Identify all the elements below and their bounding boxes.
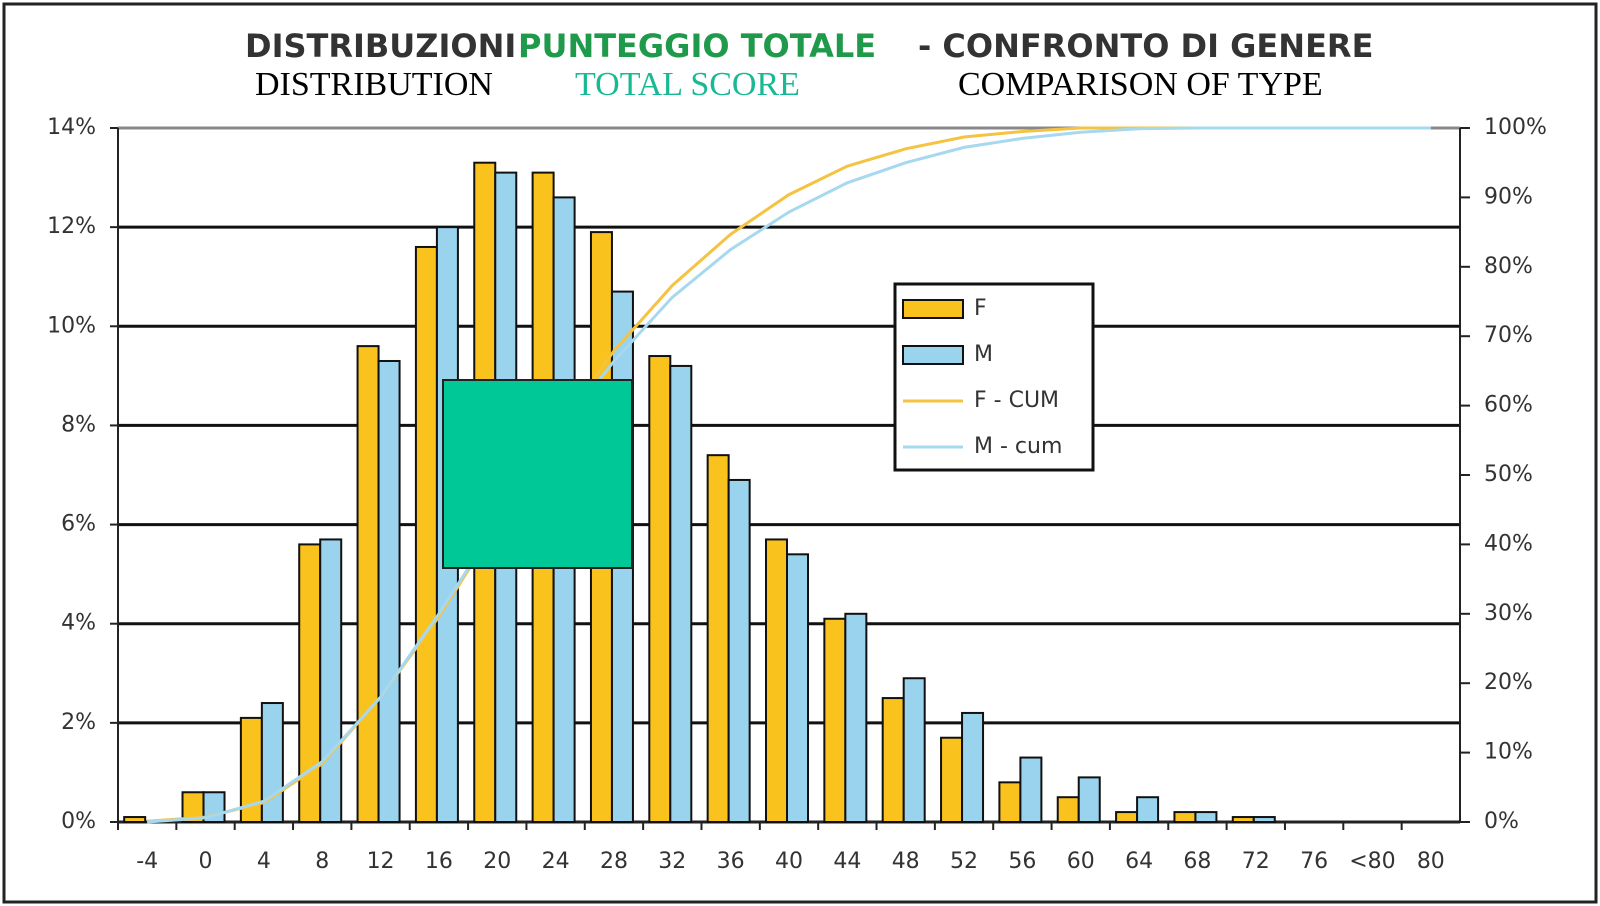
bar xyxy=(786,553,809,823)
y2-tick-label: 70% xyxy=(1484,323,1533,348)
legend-swatch xyxy=(902,345,964,365)
legend-swatch xyxy=(902,299,964,319)
x-tick-label: 32 xyxy=(658,849,686,874)
x-tick-label: -4 xyxy=(136,849,158,874)
y2-tick-label: 90% xyxy=(1484,184,1533,209)
bar xyxy=(1173,811,1197,823)
bar xyxy=(1019,756,1043,823)
overlay-box xyxy=(442,379,633,569)
x-tick-label: 44 xyxy=(833,849,861,874)
bar xyxy=(377,359,401,823)
bar xyxy=(1077,776,1101,824)
bar xyxy=(1136,796,1160,824)
bar xyxy=(648,355,672,823)
bar xyxy=(123,816,147,823)
y2-tick-label: 80% xyxy=(1484,254,1533,279)
y-tick-label: 10% xyxy=(47,313,96,338)
bar xyxy=(881,697,905,823)
y-tick-label: 0% xyxy=(61,809,96,834)
title-part: - CONFRONTO DI GENERE xyxy=(918,27,1373,65)
x-tick-label: 24 xyxy=(542,849,570,874)
y-tick-label: 8% xyxy=(61,412,96,437)
bar xyxy=(1115,811,1139,823)
x-tick-label: 28 xyxy=(600,849,628,874)
x-tick-label: 12 xyxy=(367,849,395,874)
bar xyxy=(414,245,438,823)
bar xyxy=(765,538,788,823)
x-tick-label: 64 xyxy=(1125,849,1153,874)
legend-label: F - CUM xyxy=(974,388,1059,413)
bar xyxy=(356,345,380,823)
y2-tick-label: 60% xyxy=(1484,393,1533,418)
y-tick-label: 2% xyxy=(61,710,96,735)
legend-label: M xyxy=(974,342,993,367)
legend-label: M - cum xyxy=(974,434,1062,459)
y2-tick-label: 20% xyxy=(1484,670,1533,695)
bar xyxy=(1231,816,1255,823)
y-tick-label: 6% xyxy=(61,512,96,537)
bar xyxy=(706,454,730,823)
bar xyxy=(998,781,1022,823)
x-tick-label: 80 xyxy=(1417,849,1445,874)
x-tick-label: 4 xyxy=(257,849,271,874)
bar xyxy=(823,617,847,823)
x-tick-label: 48 xyxy=(892,849,920,874)
bar xyxy=(319,538,343,823)
x-tick-label: 76 xyxy=(1300,849,1328,874)
title-part: PUNTEGGIO TOTALE xyxy=(518,27,876,65)
bar xyxy=(669,364,693,823)
x-tick-label: 56 xyxy=(1008,849,1036,874)
x-tick-label: 60 xyxy=(1067,849,1095,874)
bar xyxy=(1194,811,1218,823)
bar xyxy=(902,677,926,823)
bar xyxy=(961,711,985,824)
bar xyxy=(844,612,868,823)
bar xyxy=(727,478,751,823)
x-tick-label: 36 xyxy=(717,849,745,874)
y2-tick-label: 100% xyxy=(1484,115,1547,140)
cum-line xyxy=(147,126,1431,824)
title-part: DISTRIBUZIONI xyxy=(245,27,516,65)
bar xyxy=(260,702,284,823)
bar xyxy=(1252,816,1276,823)
y2-tick-label: 0% xyxy=(1484,809,1519,834)
bar xyxy=(940,736,964,824)
y2-tick-label: 40% xyxy=(1484,531,1533,556)
y2-tick-label: 50% xyxy=(1484,462,1533,487)
x-tick-label: 8 xyxy=(315,849,329,874)
x-tick-label: 20 xyxy=(483,849,511,874)
subtitle-part: COMPARISON OF TYPE xyxy=(958,66,1323,103)
bar xyxy=(298,543,322,824)
y-tick-label: 12% xyxy=(47,214,96,239)
legend-label: F xyxy=(974,296,987,321)
y-tick-label: 14% xyxy=(47,115,96,140)
y-tick-label: 4% xyxy=(61,611,96,636)
x-tick-label: 0 xyxy=(199,849,213,874)
y2-tick-label: 30% xyxy=(1484,601,1533,626)
x-tick-label: <80 xyxy=(1349,849,1395,874)
x-tick-label: 72 xyxy=(1242,849,1270,874)
subtitle-part: DISTRIBUTION xyxy=(255,66,493,103)
subtitle-part: TOTAL SCORE xyxy=(575,66,800,103)
x-tick-label: 40 xyxy=(775,849,803,874)
y2-tick-label: 10% xyxy=(1484,740,1533,765)
x-tick-label: 52 xyxy=(950,849,978,874)
x-tick-label: 68 xyxy=(1183,849,1211,874)
x-tick-label: 16 xyxy=(425,849,453,874)
bar xyxy=(1056,796,1080,824)
